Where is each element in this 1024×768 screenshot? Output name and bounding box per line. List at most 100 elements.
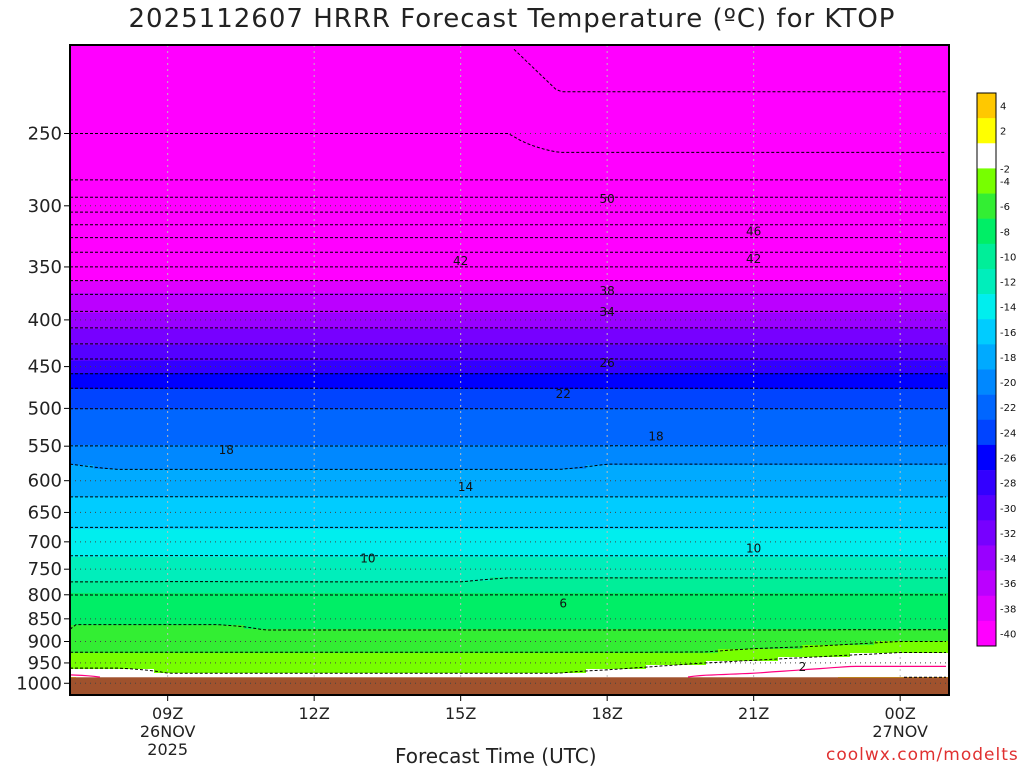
fill-cell bbox=[244, 269, 251, 274]
fill-cell bbox=[160, 417, 167, 422]
fill-cell bbox=[70, 517, 77, 522]
fill-cell bbox=[172, 485, 179, 490]
fill-cell bbox=[124, 241, 131, 246]
fill-cell bbox=[100, 69, 107, 74]
fill-cell bbox=[148, 217, 155, 222]
fill-cell bbox=[142, 45, 149, 50]
fill-cell bbox=[70, 49, 77, 54]
fill-cell bbox=[244, 225, 251, 230]
fill-cell bbox=[70, 453, 77, 458]
fill-cell bbox=[94, 589, 101, 594]
fill-cell bbox=[172, 437, 179, 442]
fill-cell bbox=[244, 469, 251, 474]
fill-cell bbox=[88, 221, 95, 226]
fill-cell bbox=[106, 433, 113, 438]
fill-cell bbox=[244, 321, 251, 326]
fill-cell bbox=[184, 669, 191, 674]
fill-cell bbox=[100, 665, 107, 670]
fill-cell bbox=[142, 485, 149, 490]
fill-cell bbox=[130, 509, 137, 514]
fill-cell bbox=[142, 101, 149, 106]
fill-cell bbox=[178, 121, 185, 126]
fill-cell bbox=[112, 457, 119, 462]
fill-cell bbox=[208, 501, 215, 506]
fill-cell bbox=[178, 113, 185, 118]
fill-cell bbox=[238, 117, 245, 122]
fill-cell bbox=[226, 349, 233, 354]
fill-cell bbox=[190, 269, 197, 274]
fill-cell bbox=[136, 489, 143, 494]
fill-cell bbox=[130, 145, 137, 150]
fill-cell bbox=[70, 337, 77, 342]
fill-cell bbox=[190, 305, 197, 310]
fill-cell bbox=[250, 141, 257, 146]
fill-cell bbox=[118, 233, 125, 238]
fill-cell bbox=[70, 229, 77, 234]
fill-cell bbox=[160, 137, 167, 142]
fill-cell bbox=[190, 473, 197, 478]
fill-cell bbox=[220, 645, 227, 650]
fill-cell bbox=[172, 317, 179, 322]
fill-cell bbox=[214, 437, 221, 442]
fill-cell bbox=[76, 317, 83, 322]
fill-cell bbox=[214, 445, 221, 450]
fill-cell bbox=[238, 541, 245, 546]
fill-cell bbox=[250, 125, 257, 130]
fill-cell bbox=[220, 141, 227, 146]
fill-cell bbox=[94, 557, 101, 562]
fill-cell bbox=[148, 377, 155, 382]
fill-cell bbox=[220, 525, 227, 530]
fill-cell bbox=[76, 45, 83, 50]
fill-cell bbox=[160, 361, 167, 366]
fill-cell bbox=[94, 665, 101, 670]
fill-cell bbox=[130, 197, 137, 202]
fill-cell bbox=[214, 333, 221, 338]
fill-cell bbox=[130, 377, 137, 382]
fill-cell bbox=[112, 665, 119, 670]
fill-cell bbox=[148, 341, 155, 346]
fill-cell bbox=[190, 353, 197, 358]
fill-cell bbox=[172, 113, 179, 118]
fill-cell bbox=[82, 237, 89, 242]
fill-cell bbox=[112, 365, 119, 370]
fill-cell bbox=[154, 565, 161, 570]
fill-cell bbox=[154, 185, 161, 190]
fill-cell bbox=[124, 449, 131, 454]
fill-cell bbox=[70, 393, 77, 398]
fill-cell bbox=[130, 281, 137, 286]
fill-cell bbox=[76, 65, 83, 70]
fill-cell bbox=[118, 305, 125, 310]
fill-cell bbox=[118, 153, 125, 158]
fill-cell bbox=[220, 649, 227, 654]
fill-cell bbox=[112, 389, 119, 394]
fill-cell bbox=[148, 497, 155, 502]
fill-cell bbox=[166, 329, 173, 334]
fill-cell bbox=[118, 633, 125, 638]
fill-cell bbox=[178, 589, 185, 594]
fill-cell bbox=[196, 521, 203, 526]
fill-cell bbox=[226, 641, 233, 646]
fill-cell bbox=[76, 529, 83, 534]
fill-cell bbox=[112, 549, 119, 554]
fill-cell bbox=[244, 57, 251, 62]
fill-cell bbox=[196, 453, 203, 458]
fill-cell bbox=[238, 277, 245, 282]
fill-cell bbox=[166, 613, 173, 618]
fill-cell bbox=[106, 581, 113, 586]
fill-cell bbox=[190, 205, 197, 210]
fill-cell bbox=[244, 633, 251, 638]
fill-cell bbox=[196, 325, 203, 330]
fill-cell bbox=[148, 645, 155, 650]
fill-cell bbox=[208, 317, 215, 322]
fill-cell bbox=[148, 269, 155, 274]
fill-cell bbox=[184, 497, 191, 502]
fill-cell bbox=[178, 141, 185, 146]
fill-cell bbox=[112, 637, 119, 642]
fill-cell bbox=[82, 601, 89, 606]
fill-cell bbox=[226, 261, 233, 266]
fill-cell bbox=[82, 509, 89, 514]
fill-cell bbox=[196, 661, 203, 666]
fill-cell bbox=[172, 401, 179, 406]
fill-cell bbox=[250, 129, 257, 134]
fill-cell bbox=[124, 289, 131, 294]
